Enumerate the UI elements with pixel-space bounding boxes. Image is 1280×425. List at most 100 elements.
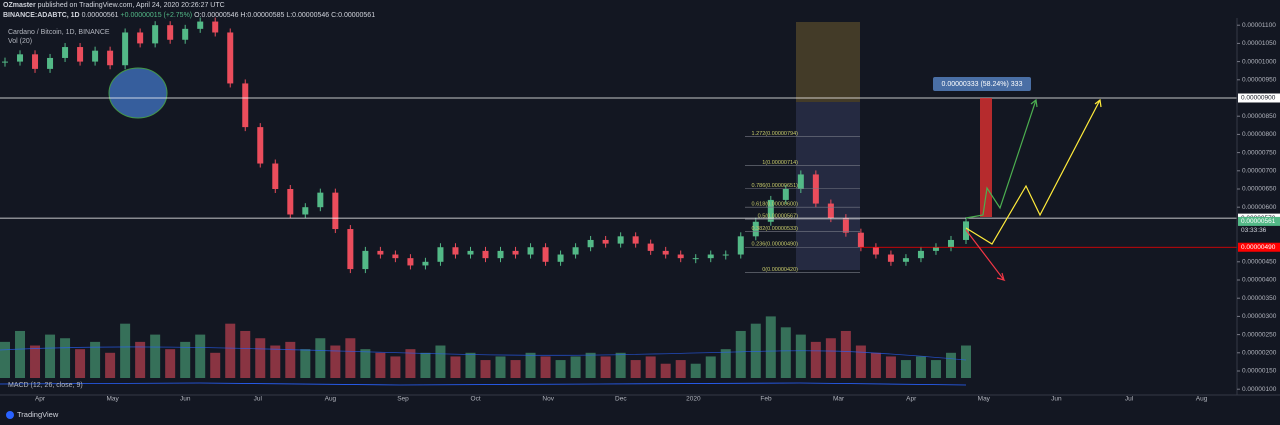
- volume-bar: [735, 330, 746, 378]
- volume-bar: [540, 356, 551, 378]
- volume-title: Vol (20): [8, 38, 32, 45]
- volume-bar: [570, 356, 581, 378]
- candle-body: [677, 254, 684, 259]
- volume-bar: [630, 360, 641, 378]
- level-tag: [1238, 216, 1280, 226]
- candle-body: [302, 207, 309, 215]
- x-tick-label: Apr: [35, 396, 46, 403]
- candle-body: [467, 250, 474, 255]
- x-tick-label: Jun: [180, 396, 191, 403]
- y-tick-label: 0.00000650: [1242, 186, 1277, 193]
- volume-bar: [165, 349, 176, 378]
- candle-body: [722, 254, 729, 256]
- candle-body: [362, 250, 369, 270]
- candle-body: [272, 163, 279, 189]
- candle-body: [932, 247, 939, 251]
- volume-bar: [690, 363, 701, 378]
- candle-body: [602, 239, 609, 244]
- macd-line: [0, 382, 967, 386]
- x-tick-label: Dec: [615, 396, 627, 403]
- volume-bar: [60, 338, 71, 378]
- candle-body: [17, 54, 24, 62]
- volume-bar: [285, 341, 296, 378]
- x-tick-label: Apr: [906, 396, 917, 403]
- candle-body: [317, 192, 324, 208]
- candle-body: [92, 50, 99, 62]
- volume-bar: [915, 356, 926, 378]
- volume-bar: [180, 341, 191, 378]
- candle-body: [167, 25, 174, 40]
- volume-bar: [330, 345, 341, 378]
- fib-label: 0.786(0.00000651): [752, 183, 799, 189]
- y-tick-label: 0.00000350: [1242, 295, 1277, 302]
- candle-body: [497, 250, 504, 259]
- y-tick-label: 0.00001100: [1242, 22, 1276, 29]
- volume-bar: [930, 360, 941, 378]
- candle-body: [707, 254, 714, 259]
- volume-bar: [420, 352, 431, 378]
- x-tick-label: Jul: [254, 396, 263, 403]
- volume-bar: [240, 330, 251, 378]
- candle-body: [827, 203, 834, 219]
- volume-bar: [15, 330, 26, 378]
- volume-bar: [945, 352, 956, 378]
- candle-body: [902, 258, 909, 262]
- volume-bar: [450, 356, 461, 378]
- volume-bar: [390, 356, 401, 378]
- fib-label: 0.382(0.00000533): [752, 226, 799, 232]
- measure-label-bg: [933, 77, 1031, 91]
- candle-body: [842, 218, 849, 233]
- y-tick-label: 0.00000400: [1242, 277, 1277, 284]
- volume-bar: [225, 323, 236, 378]
- candle-body: [947, 239, 954, 248]
- candle-body: [692, 258, 699, 260]
- logo: [6, 411, 14, 419]
- volume-bar: [840, 330, 851, 378]
- volume-bar: [615, 352, 626, 378]
- volume-bar: [660, 363, 671, 378]
- candle-body: [392, 254, 399, 259]
- volume-bar: [855, 345, 866, 378]
- range-box: [796, 22, 860, 102]
- indicator-title: MACD (12, 26, close, 9): [8, 382, 83, 389]
- candle-body: [197, 21, 204, 29]
- y-tick-label: 0.00000250: [1242, 331, 1277, 338]
- candle-body: [437, 247, 444, 262]
- volume-bar: [720, 349, 731, 378]
- candle-body: [632, 236, 639, 244]
- candle-body: [137, 32, 144, 44]
- x-tick-label: Oct: [471, 396, 481, 403]
- x-tick-label: Jun: [1051, 396, 1062, 403]
- candle-body: [557, 254, 564, 262]
- volume-bar: [885, 356, 896, 378]
- y-tick-label: 0.00000200: [1242, 350, 1277, 357]
- candle-body: [257, 127, 264, 164]
- candle-body: [122, 32, 129, 66]
- highlight-ellipse: [108, 67, 168, 119]
- candle-body: [347, 229, 354, 270]
- volume-bar: [405, 349, 416, 378]
- volume-bar: [810, 341, 821, 378]
- volume-bar: [600, 356, 611, 378]
- arrow-red: [965, 229, 1006, 282]
- y-tick-label: 0.00001000: [1242, 58, 1277, 65]
- fib-label: 1.272(0.00000794): [752, 131, 799, 137]
- chart-title: Cardano / Bitcoin, 1D, BINANCE: [8, 29, 110, 36]
- x-tick-label: Feb: [760, 396, 772, 403]
- fib-label: 0(0.00000420): [762, 267, 798, 273]
- y-tick-label: 0.00000700: [1242, 168, 1277, 175]
- candle-body: [917, 250, 924, 259]
- volume-bar: [0, 341, 10, 378]
- volume-bar: [375, 352, 386, 378]
- volume-bar: [495, 356, 506, 378]
- volume-bar: [75, 349, 86, 378]
- x-tick-label: May: [978, 396, 991, 403]
- x-tick-label: May: [106, 396, 119, 403]
- volume-bar: [870, 352, 881, 378]
- measure-bar: [980, 98, 992, 217]
- volume-bar: [300, 349, 311, 378]
- candle-body: [752, 221, 759, 237]
- volume-bar: [105, 352, 116, 378]
- candle-body: [77, 47, 84, 62]
- author: OZmaster published on TradingView.com, A…: [3, 2, 225, 9]
